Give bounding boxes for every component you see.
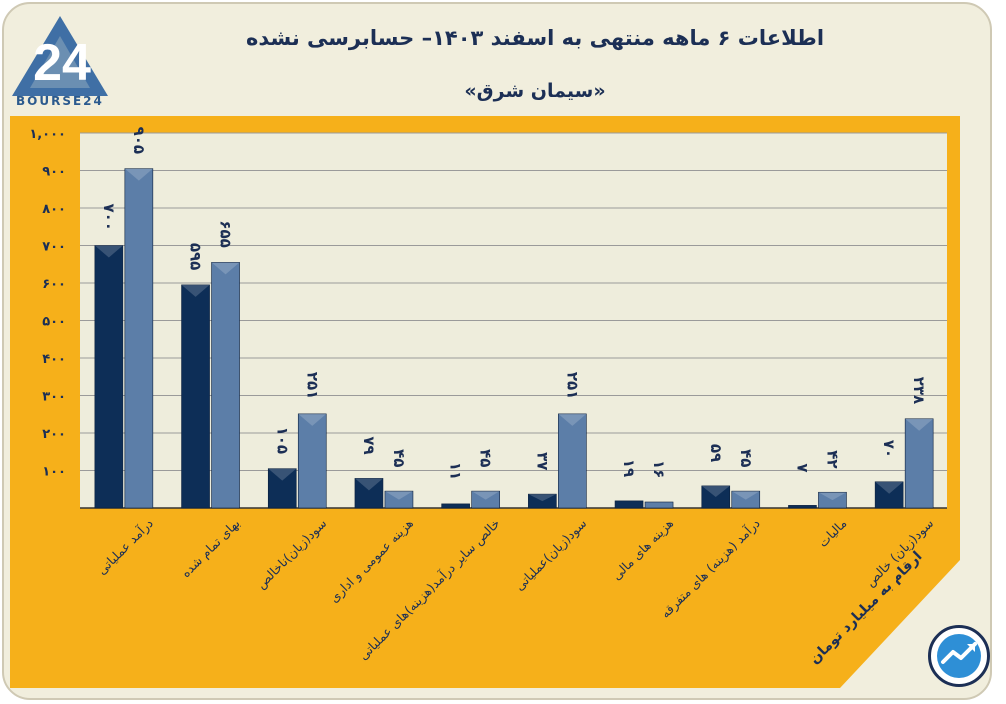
bar-bevel [558, 413, 587, 426]
chart-title: اطلاعات ۶ ماهه منتهی به اسفند ۱۴۰۳– حساب… [245, 26, 825, 50]
bar [94, 245, 124, 509]
data-label: ۳۷ [533, 452, 551, 470]
bar [874, 481, 904, 509]
data-label: ۵۹۵ [187, 243, 205, 270]
bar-bevel [354, 478, 383, 491]
bar-bevel [731, 491, 760, 500]
bar [644, 501, 674, 509]
y-tick-label: ۷۰۰ [42, 240, 66, 255]
chart-trend-icon [928, 625, 990, 687]
bar [614, 500, 644, 509]
data-label: ۴۵ [737, 449, 755, 467]
bar-bevel [94, 245, 123, 258]
logo-mark: 24 [33, 34, 91, 92]
bar-bevel [471, 491, 500, 500]
bar-bevel [528, 494, 557, 502]
y-tick-label: ۴۰۰ [42, 352, 66, 367]
bar-bevel [298, 413, 327, 426]
data-label: ۷ [793, 463, 811, 472]
data-label: ۹۰۵ [130, 127, 148, 154]
data-label: ۷۰ [880, 440, 898, 458]
bar [904, 418, 934, 509]
bar [441, 503, 470, 509]
bar [558, 413, 587, 509]
bar-bevel [701, 485, 730, 497]
chart-subtitle: «سیمان شرق» [464, 80, 606, 102]
bar [701, 485, 731, 509]
bar [181, 284, 210, 509]
bar-bevel [181, 284, 210, 297]
bar [471, 490, 500, 509]
data-label: ۱۶ [650, 460, 668, 478]
data-label: ۴۵ [390, 449, 408, 467]
bar [354, 478, 384, 509]
y-tick-label: ۱۰۰ [42, 465, 66, 480]
data-label: ۴۵ [477, 449, 495, 467]
y-tick-label: ۶۰۰ [42, 277, 66, 292]
data-label: ۶۵۵ [217, 220, 235, 247]
bar [384, 490, 414, 509]
logo-wordmark: BOURSE24 [16, 94, 104, 108]
bar [211, 262, 240, 509]
data-label: ۲۳۸ [910, 377, 928, 404]
bar-bevel [211, 262, 240, 275]
bar [297, 413, 327, 509]
bar-bevel [875, 481, 904, 494]
data-label: ۴۲ [823, 450, 841, 468]
data-label: ۲۵۱ [563, 372, 581, 399]
bar [267, 468, 297, 509]
data-label: ۱۱ [447, 462, 465, 480]
y-tick-label: ۲۰۰ [42, 427, 66, 442]
y-tick-label: ۹۰۰ [42, 165, 66, 180]
y-tick-label: ۱,۰۰۰ [29, 127, 66, 142]
bar [788, 505, 817, 509]
y-tick-label: ۸۰۰ [42, 202, 66, 217]
bar-bevel [124, 168, 153, 181]
data-label: ۷۹ [360, 436, 378, 454]
bar [124, 168, 154, 509]
bar [731, 490, 761, 509]
bar-bevel [905, 418, 934, 431]
bar-bevel [268, 468, 297, 481]
data-label: ۵۹ [707, 444, 725, 462]
y-tick-label: ۵۰۰ [42, 315, 66, 330]
logo-triangle-icon [12, 16, 108, 96]
data-label: ۲۵۱ [303, 372, 321, 399]
data-label: ۱۰۵ [273, 427, 291, 454]
bar-bevel [818, 492, 847, 501]
y-tick-label: ۳۰۰ [42, 390, 66, 405]
bar [818, 491, 847, 509]
data-label: ۷۰۰ [100, 204, 118, 231]
bar-bevel [384, 491, 413, 500]
bourse24-logo: 24 [10, 12, 120, 112]
data-label: ۱۹ [620, 459, 638, 477]
bar [528, 493, 557, 509]
